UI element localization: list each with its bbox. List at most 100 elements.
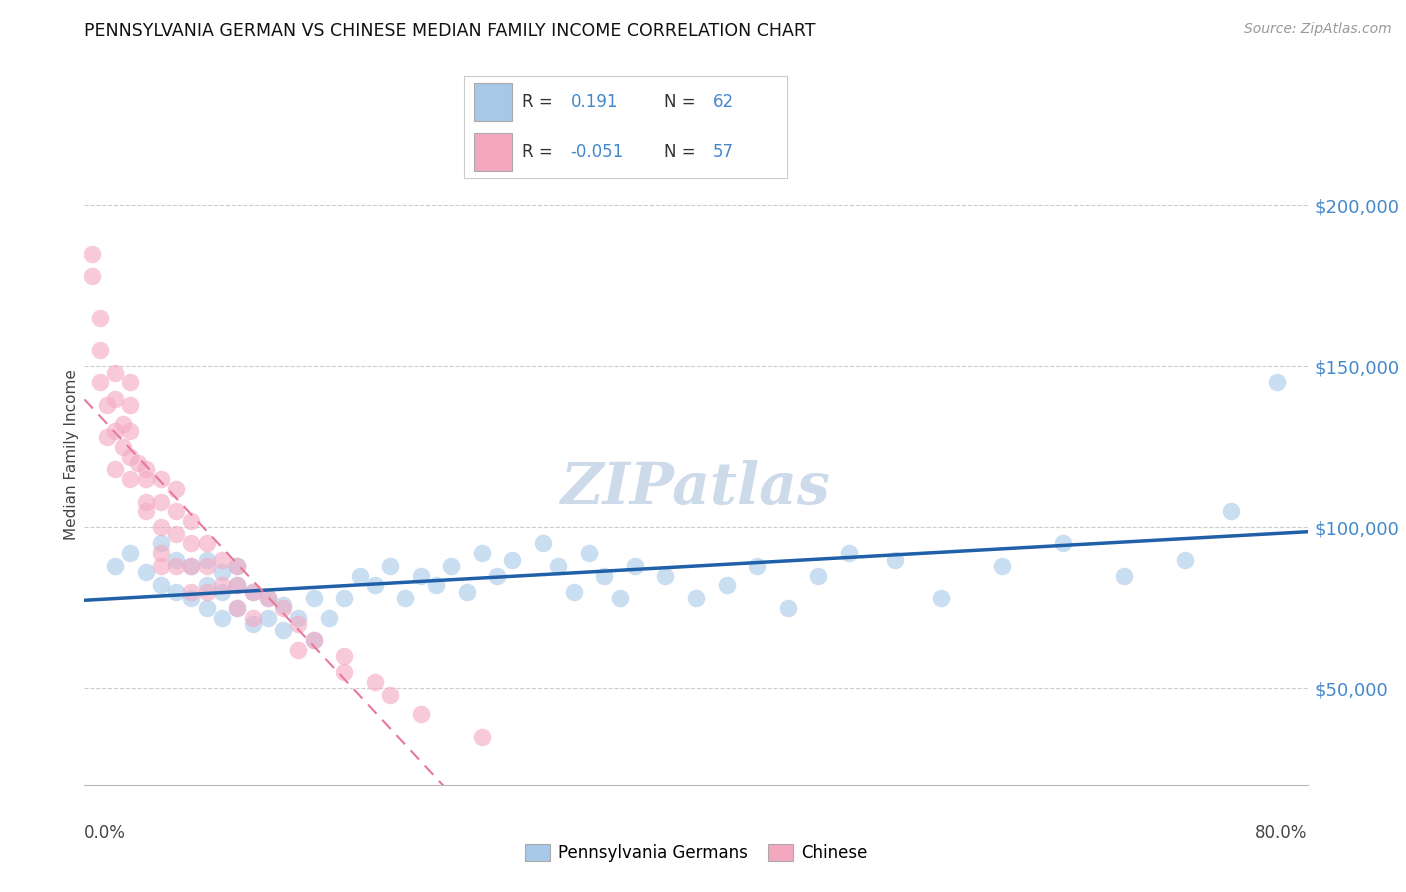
- Point: [287, 642, 309, 657]
- Point: [593, 568, 616, 582]
- Point: [425, 578, 447, 592]
- Text: R =: R =: [522, 93, 558, 111]
- Point: [502, 552, 524, 566]
- Point: [127, 456, 149, 470]
- Point: [838, 546, 860, 560]
- Point: [120, 398, 142, 412]
- Point: [195, 584, 218, 599]
- Point: [287, 610, 309, 624]
- Point: [149, 578, 172, 592]
- Point: [302, 633, 325, 648]
- Point: [96, 430, 118, 444]
- Point: [242, 610, 264, 624]
- Point: [226, 559, 249, 574]
- Point: [111, 440, 134, 454]
- Point: [271, 598, 294, 612]
- Point: [120, 376, 142, 390]
- Point: [180, 514, 202, 528]
- Point: [180, 536, 202, 550]
- Point: [776, 600, 799, 615]
- Point: [318, 610, 340, 624]
- Point: [89, 376, 111, 390]
- Point: [883, 552, 905, 566]
- Point: [104, 462, 127, 476]
- Point: [226, 600, 249, 615]
- Point: [135, 472, 157, 486]
- Point: [120, 450, 142, 464]
- Point: [1220, 504, 1243, 518]
- Text: ZIPatlas: ZIPatlas: [561, 459, 831, 516]
- Point: [271, 624, 294, 638]
- Point: [440, 559, 463, 574]
- Point: [624, 559, 647, 574]
- Point: [165, 526, 187, 541]
- Point: [257, 610, 280, 624]
- Point: [716, 578, 738, 592]
- Point: [135, 462, 157, 476]
- Point: [104, 366, 127, 380]
- Text: N =: N =: [665, 93, 702, 111]
- Point: [807, 568, 830, 582]
- Point: [364, 578, 387, 592]
- Point: [333, 649, 356, 664]
- Point: [120, 472, 142, 486]
- Point: [80, 246, 103, 260]
- Point: [195, 552, 218, 566]
- Point: [364, 674, 387, 689]
- FancyBboxPatch shape: [474, 83, 513, 121]
- Point: [929, 591, 952, 606]
- Point: [135, 494, 157, 508]
- Text: -0.051: -0.051: [571, 144, 624, 161]
- Point: [471, 730, 494, 744]
- Point: [111, 417, 134, 432]
- Point: [547, 559, 569, 574]
- Point: [180, 559, 202, 574]
- Point: [195, 536, 218, 550]
- Point: [333, 665, 356, 680]
- Point: [120, 424, 142, 438]
- Point: [149, 546, 172, 560]
- Point: [747, 559, 769, 574]
- Point: [165, 504, 187, 518]
- Point: [149, 494, 172, 508]
- Point: [211, 566, 233, 580]
- Point: [242, 584, 264, 599]
- Text: 62: 62: [713, 93, 734, 111]
- Point: [195, 578, 218, 592]
- Point: [242, 584, 264, 599]
- Point: [287, 617, 309, 632]
- Point: [609, 591, 631, 606]
- Text: 80.0%: 80.0%: [1256, 824, 1308, 842]
- Text: PENNSYLVANIA GERMAN VS CHINESE MEDIAN FAMILY INCOME CORRELATION CHART: PENNSYLVANIA GERMAN VS CHINESE MEDIAN FA…: [84, 22, 815, 40]
- Point: [165, 482, 187, 496]
- Point: [654, 568, 676, 582]
- Point: [104, 392, 127, 406]
- Point: [302, 591, 325, 606]
- Y-axis label: Median Family Income: Median Family Income: [63, 369, 79, 541]
- Point: [80, 269, 103, 284]
- Point: [149, 520, 172, 534]
- Point: [211, 584, 233, 599]
- Point: [180, 591, 202, 606]
- Point: [562, 584, 585, 599]
- Point: [1052, 536, 1074, 550]
- Text: R =: R =: [522, 144, 558, 161]
- Point: [394, 591, 416, 606]
- Text: Source: ZipAtlas.com: Source: ZipAtlas.com: [1244, 22, 1392, 37]
- Point: [271, 600, 294, 615]
- Text: 0.0%: 0.0%: [84, 824, 127, 842]
- Point: [226, 578, 249, 592]
- Point: [89, 343, 111, 358]
- Point: [380, 688, 402, 702]
- Point: [195, 559, 218, 574]
- Point: [409, 707, 432, 722]
- Point: [226, 559, 249, 574]
- FancyBboxPatch shape: [474, 133, 513, 171]
- Point: [1114, 568, 1136, 582]
- Text: 57: 57: [713, 144, 734, 161]
- Point: [165, 584, 187, 599]
- Point: [226, 578, 249, 592]
- Point: [96, 398, 118, 412]
- Point: [135, 504, 157, 518]
- Point: [211, 610, 233, 624]
